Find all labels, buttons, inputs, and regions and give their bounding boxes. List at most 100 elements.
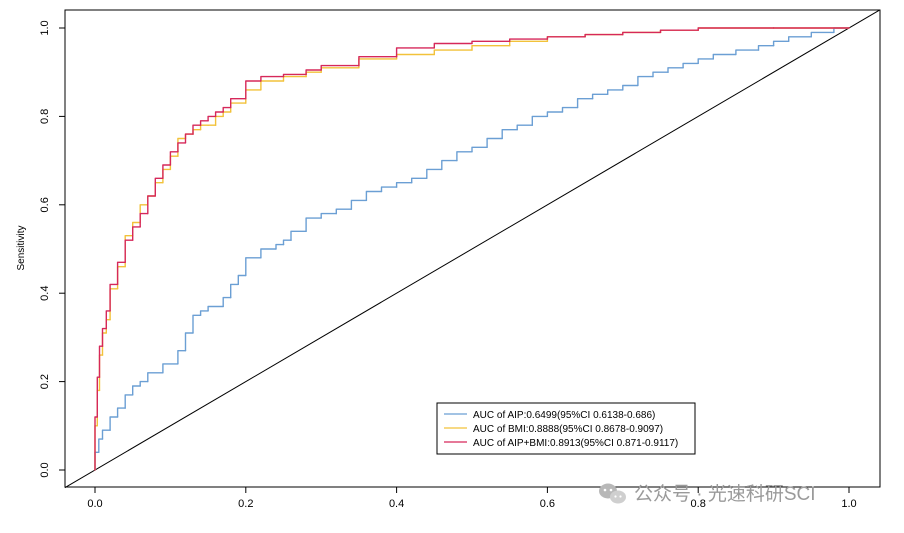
- data-point-aip-bmi: [94, 469, 96, 471]
- data-point-aip: [546, 115, 549, 118]
- data-point-aip-bmi: [222, 111, 224, 113]
- legend: AUC of AIP:0.6499(95%CI 0.6138-0.686) AU…: [436, 402, 696, 455]
- data-point-aip: [772, 44, 775, 47]
- data-point-aip-bmi: [848, 27, 850, 29]
- data-point-aip: [637, 84, 639, 87]
- data-point-aip-bmi: [260, 80, 262, 82]
- data-point-aip-bmi: [147, 212, 149, 215]
- data-point-bmi: [230, 111, 232, 113]
- data-point-aip: [410, 182, 413, 184]
- data-point-aip: [697, 62, 699, 65]
- legend-label-aip: AUC of AIP:0.6499(95%CI 0.6138-0.686): [473, 410, 655, 421]
- data-point-aip: [98, 451, 100, 454]
- data-point-bmi: [101, 354, 104, 356]
- data-point-aip: [192, 332, 194, 334]
- data-point-aip: [184, 349, 187, 352]
- data-point-aip: [486, 146, 488, 149]
- reference-diagonal-line: [64, 9, 880, 489]
- data-point-aip-bmi: [214, 115, 217, 118]
- data-point-aip-bmi: [230, 106, 232, 109]
- legend-label-bmi: AUC of BMI:0.8888(95%CI 0.8678-0.9097): [473, 424, 663, 435]
- data-point-bmi: [395, 58, 398, 60]
- data-point-aip: [426, 177, 428, 179]
- data-point-aip: [305, 230, 307, 233]
- data-point-aip: [380, 190, 383, 193]
- data-point-aip-bmi: [199, 124, 202, 126]
- data-point-aip-bmi: [101, 345, 104, 347]
- y-tick-label: 0.2: [39, 374, 51, 389]
- data-point-aip: [207, 310, 209, 312]
- data-point-aip: [290, 239, 292, 241]
- axes: 0.0 0.2 0.4 0.6 0.8 1.0 0.0 0.2 0.4 0.6 0.8 1.0: [39, 20, 857, 510]
- data-point-aip: [531, 124, 534, 126]
- data-point-aip-bmi: [169, 164, 172, 166]
- data-point-aip-bmi: [154, 195, 157, 197]
- data-point-aip-bmi: [772, 27, 775, 29]
- x-tick-label: 0.8: [691, 498, 706, 510]
- data-point-aip-bmi: [622, 33, 624, 36]
- data-point-aip: [237, 283, 239, 286]
- data-point-aip: [147, 380, 149, 383]
- data-point-aip-bmi: [320, 69, 322, 71]
- data-point-aip: [139, 385, 141, 387]
- data-point-aip-bmi: [162, 177, 164, 179]
- x-tick-label: 0.0: [87, 498, 102, 510]
- data-point-bmi: [214, 124, 217, 126]
- data-point-aip-bmi: [282, 75, 285, 78]
- data-point-aip: [622, 89, 624, 91]
- wechat-icon: [599, 483, 626, 504]
- data-point-aip-bmi: [546, 38, 549, 40]
- data-point-aip-bmi: [109, 310, 111, 312]
- data-point-aip: [667, 71, 669, 73]
- roc-curve-aip: [94, 27, 849, 470]
- data-point-aip-bmi: [433, 47, 435, 49]
- data-point-bmi: [546, 40, 549, 42]
- y-tick-label: 0.6: [39, 197, 51, 212]
- data-point-aip: [260, 257, 262, 259]
- data-point-aip-bmi: [245, 98, 247, 100]
- legend-box: [436, 402, 696, 455]
- data-point-aip-bmi: [98, 376, 101, 378]
- data-point-aip-bmi: [471, 42, 473, 45]
- data-point-bmi: [162, 182, 164, 184]
- data-point-aip-bmi: [192, 133, 194, 135]
- data-point-bmi: [222, 115, 224, 118]
- data-point-aip: [576, 106, 579, 109]
- data-point-aip-bmi: [132, 239, 134, 241]
- data-point-bmi: [320, 71, 322, 73]
- data-point-aip: [652, 75, 654, 78]
- y-tick-label: 0.4: [39, 286, 51, 301]
- data-point-bmi: [98, 389, 101, 392]
- data-point-aip: [441, 168, 443, 171]
- data-point-aip-bmi: [105, 327, 108, 330]
- data-point-bmi: [199, 128, 202, 131]
- data-point-aip: [591, 98, 594, 100]
- data-point-aip: [162, 372, 164, 374]
- data-point-aip: [132, 394, 134, 396]
- data-point-aip: [245, 274, 247, 277]
- data-point-aip: [395, 186, 398, 188]
- data-point-aip-bmi: [659, 31, 662, 34]
- data-point-aip: [275, 248, 277, 250]
- data-point-aip-bmi: [395, 56, 398, 58]
- data-point-aip: [230, 296, 232, 299]
- data-point-aip: [607, 93, 609, 96]
- data-point-aip: [682, 67, 684, 69]
- y-tick-label: 0.0: [39, 462, 51, 477]
- data-point-aip: [501, 137, 503, 140]
- data-point-aip: [177, 363, 179, 365]
- data-point-aip: [109, 429, 111, 431]
- data-point-bmi: [177, 155, 179, 157]
- y-tick-label: 1.0: [39, 20, 51, 35]
- data-point-aip: [833, 31, 835, 34]
- data-point-bmi: [207, 124, 209, 126]
- data-point-aip: [810, 36, 812, 38]
- data-point-aip: [116, 416, 119, 418]
- data-point-bmi: [96, 425, 98, 427]
- y-tick-label: 0.8: [39, 109, 51, 124]
- data-point-bmi: [471, 49, 473, 51]
- data-point-aip: [222, 305, 224, 308]
- data-point-aip: [787, 40, 790, 42]
- data-point-aip-bmi: [184, 142, 187, 144]
